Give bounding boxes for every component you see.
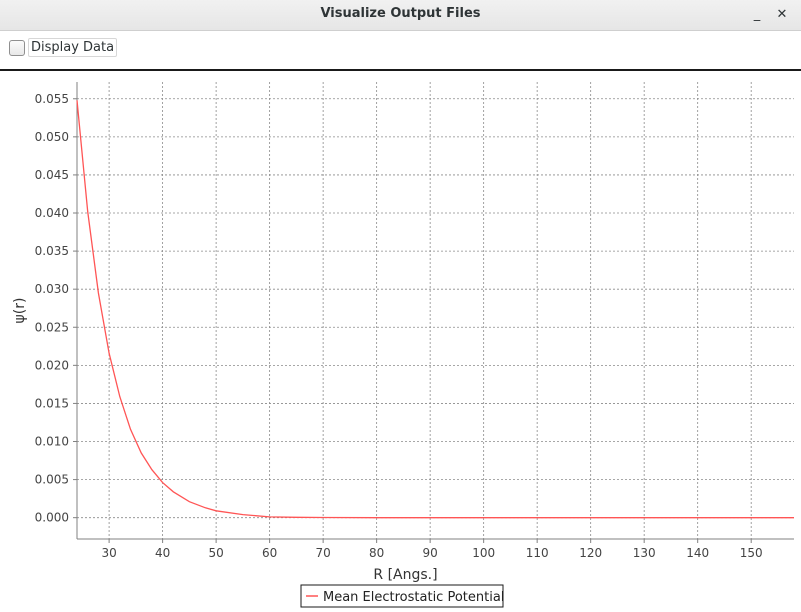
x-tick-label: 50 bbox=[208, 546, 223, 560]
x-tick-label: 40 bbox=[155, 546, 170, 560]
y-tick-label: 0.020 bbox=[35, 358, 69, 372]
y-tick-label: 0.010 bbox=[35, 435, 69, 449]
y-tick-label: 0.025 bbox=[35, 320, 69, 334]
legend-box bbox=[300, 584, 504, 608]
y-axis-label: ψ(r) bbox=[12, 298, 28, 324]
line-chart: 30 40 50 60 70 80 90 100 110 120 130 140 150 0.000 0.0… bbox=[12, 82, 794, 608]
x-tick-label: 60 bbox=[262, 546, 277, 560]
y-tick-label: 0.050 bbox=[35, 130, 69, 144]
series-line-0 bbox=[76, 100, 794, 519]
y-tick-label: 0.045 bbox=[35, 168, 69, 182]
x-axis-label: R [Angs.] bbox=[373, 567, 437, 583]
plot-background bbox=[77, 82, 794, 539]
y-tick-label: 0.005 bbox=[35, 473, 69, 487]
y-tick-label: 0.035 bbox=[35, 244, 69, 258]
minimize-button[interactable]: _ bbox=[753, 7, 761, 22]
x-tick-label: 100 bbox=[472, 546, 495, 560]
x-tick-label: 140 bbox=[686, 546, 709, 560]
y-tick-label: 0.015 bbox=[35, 396, 69, 410]
y-tick-label: 0.030 bbox=[35, 282, 69, 296]
display-data-checkbox[interactable] bbox=[9, 40, 25, 56]
x-tick-label: 80 bbox=[369, 546, 384, 560]
y-tick-label: 0.000 bbox=[35, 511, 69, 525]
x-tick-label: 120 bbox=[579, 546, 602, 560]
window-titlebar: Visualize Output Files _ ✕ bbox=[0, 0, 801, 31]
y-tick-label: 0.040 bbox=[35, 206, 69, 220]
y-tick-label: 0.055 bbox=[35, 92, 69, 106]
window-title: Visualize Output Files bbox=[320, 6, 481, 21]
x-tick-label: 110 bbox=[526, 546, 549, 560]
legend-label: Mean Electrostatic Potential bbox=[323, 590, 504, 605]
close-button[interactable]: ✕ bbox=[776, 7, 788, 22]
x-tick-label: 150 bbox=[740, 546, 763, 560]
x-tick-label: 90 bbox=[423, 546, 438, 560]
x-tick-label: 70 bbox=[315, 546, 330, 560]
display-data-label[interactable]: Display Data bbox=[28, 38, 118, 57]
chart-area: 30 40 50 60 70 80 90 100 110 120 130 140 150 0.000 0.0… bbox=[0, 73, 801, 608]
x-tick-label: 130 bbox=[633, 546, 656, 560]
x-tick-label: 30 bbox=[101, 546, 116, 560]
toolbar: Display Data bbox=[0, 31, 801, 71]
